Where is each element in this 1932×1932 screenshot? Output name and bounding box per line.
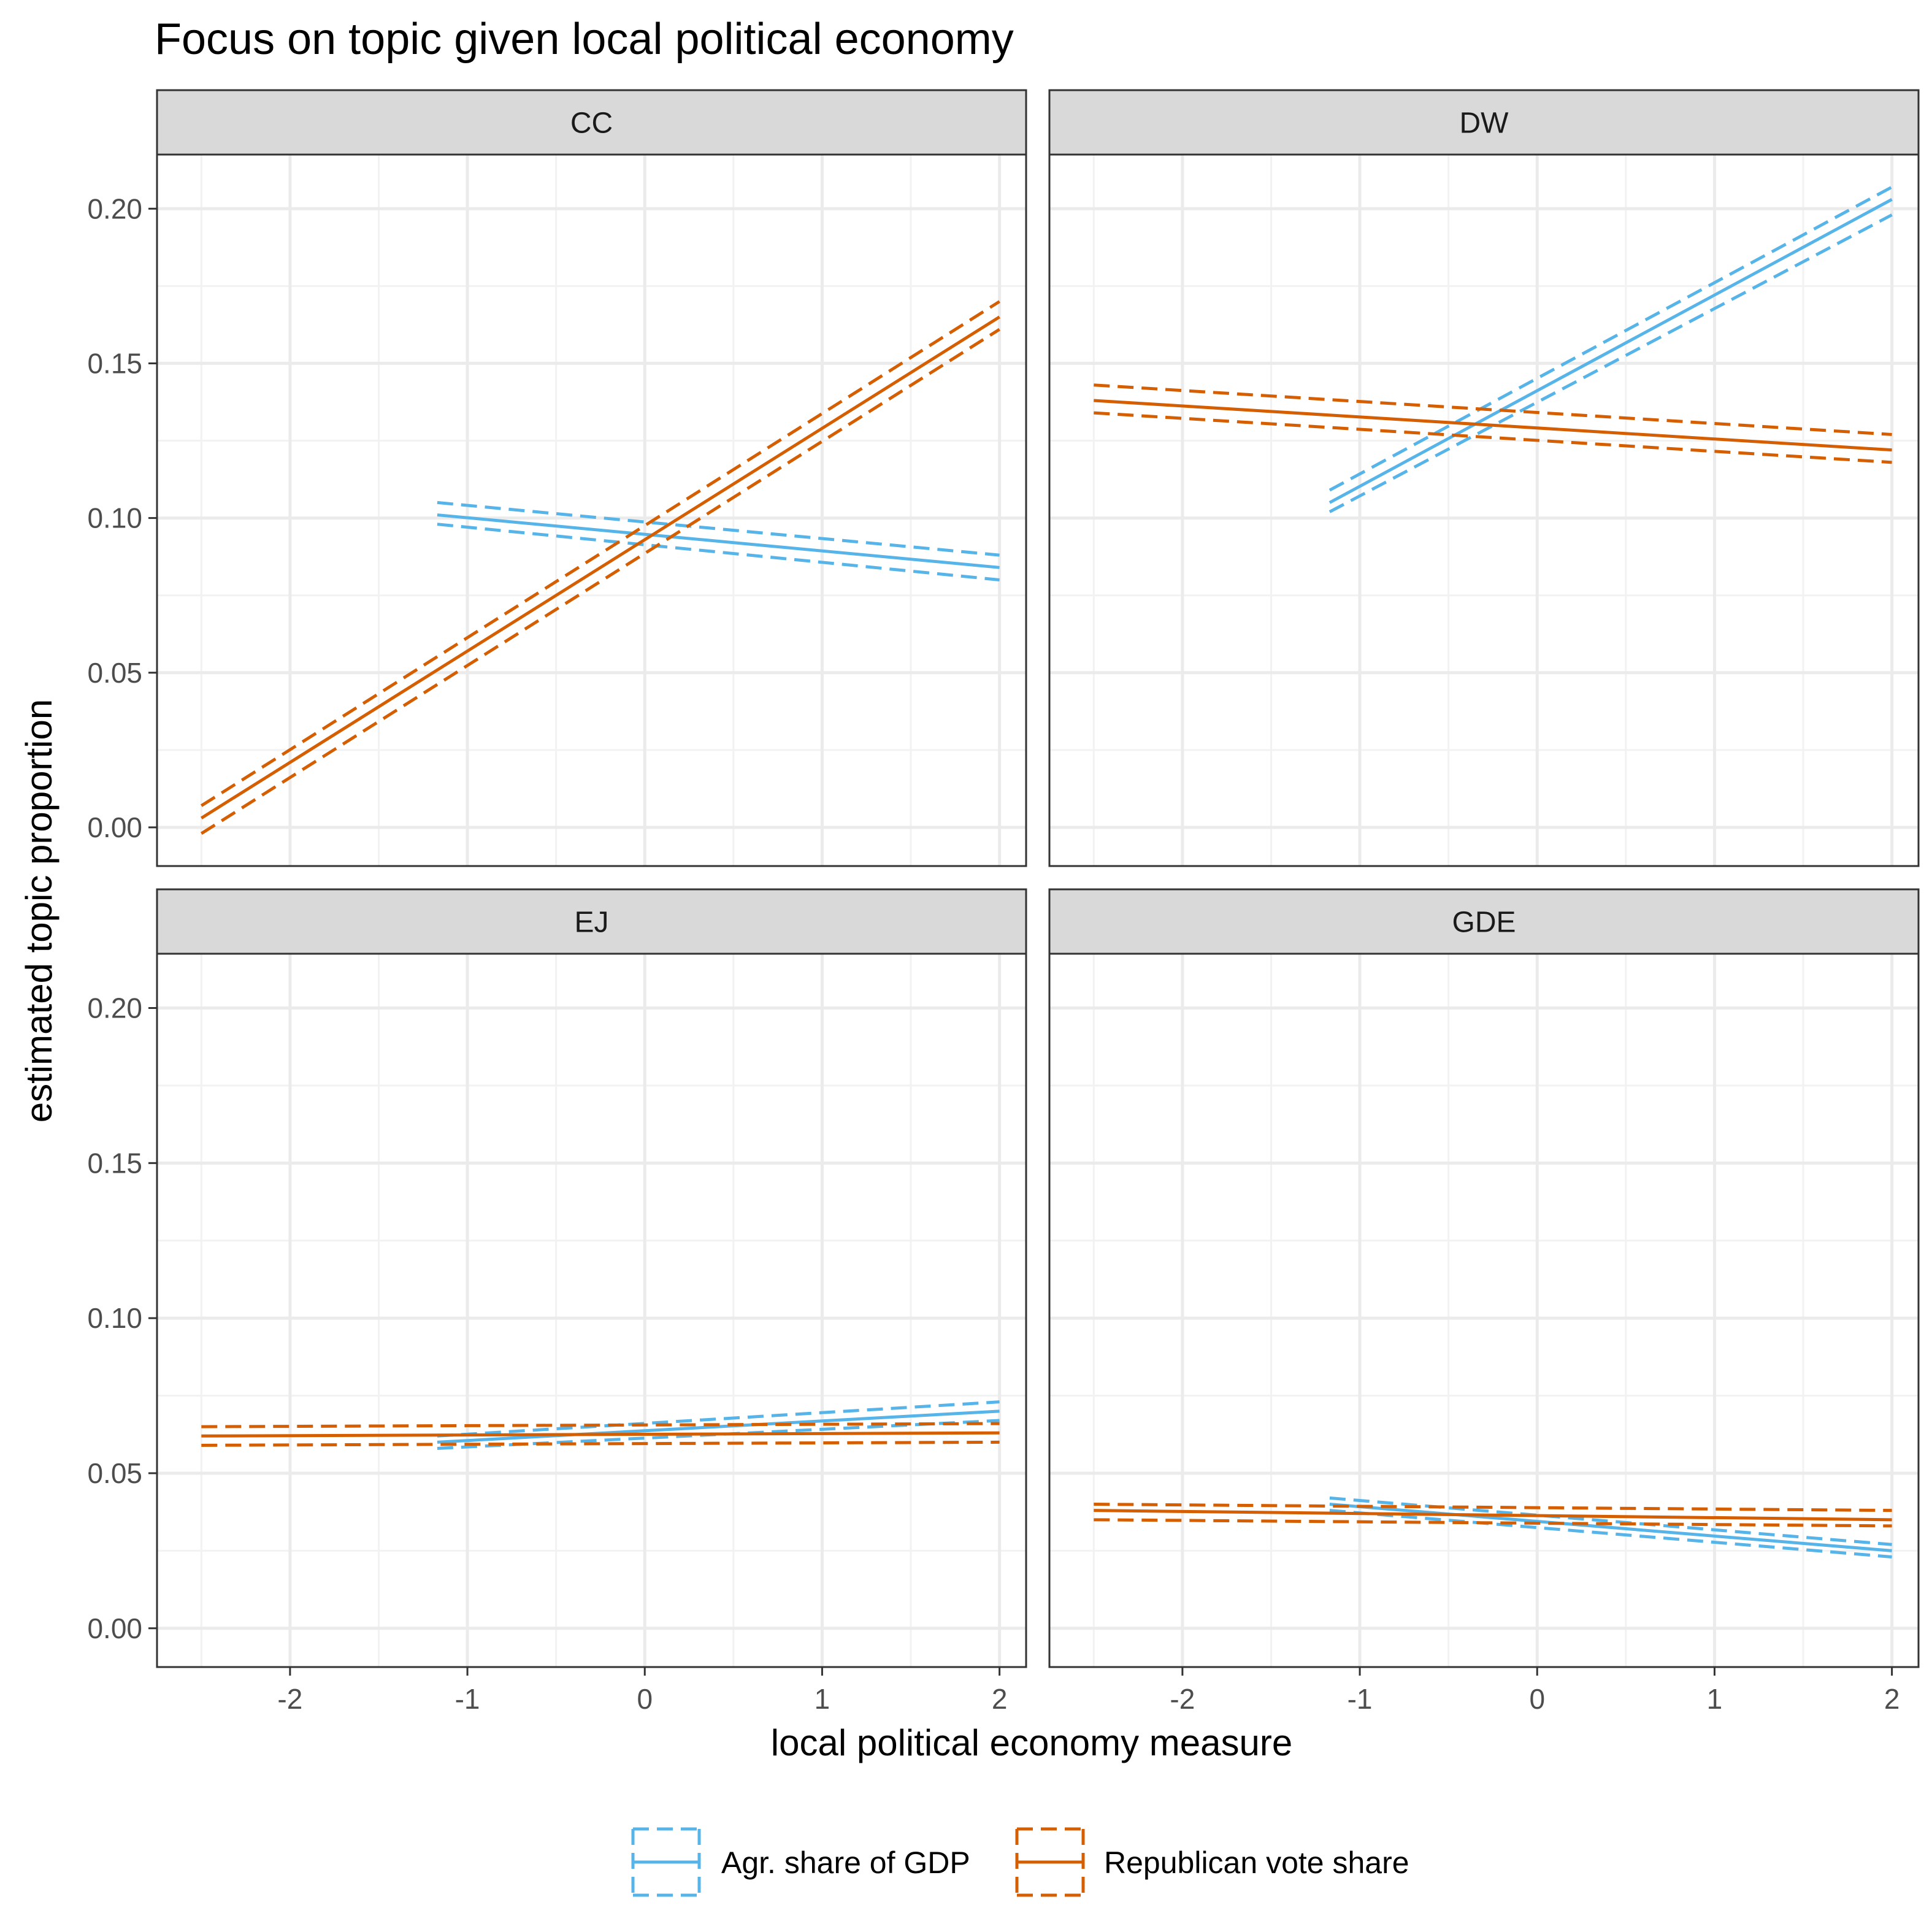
x-tick-label: 2 <box>1884 1683 1900 1715</box>
panel-background <box>1049 954 1919 1667</box>
facet-strip-label: CC <box>570 107 613 140</box>
facet-strip <box>1048 89 1920 156</box>
panel-background <box>1049 155 1919 866</box>
legend-label-agr: Agr. share of GDP <box>721 1846 970 1880</box>
series-rep-lower-bound <box>201 1440 1000 1447</box>
series-agr-lower-bound <box>1329 1509 1892 1558</box>
series-agr-upper-bound <box>1329 1496 1892 1546</box>
y-tick-label: 0.00 <box>87 811 142 843</box>
series-rep-fit-line <box>1094 399 1892 452</box>
x-tick-label: -2 <box>1170 1683 1195 1715</box>
series-rep-upper-bound <box>200 300 1000 807</box>
facet-strip <box>156 888 1027 955</box>
series-rep-fit-line <box>1094 1509 1892 1522</box>
legend-key-agr <box>631 1827 701 1897</box>
series-rep-upper-bound <box>1094 383 1892 436</box>
series-rep-fit-line <box>201 1431 1000 1438</box>
panel-gde: GDE -2 -1 0 1 2 <box>1048 888 1920 1715</box>
series-rep-fit-line <box>200 315 1000 819</box>
x-tick-label: -1 <box>1347 1683 1373 1715</box>
series-rep-upper-bound <box>1094 1503 1892 1512</box>
series-agr-upper-bound <box>1328 185 1893 492</box>
facet-strip-label: DW <box>1460 107 1509 140</box>
y-tick-label: 0.15 <box>87 1147 142 1179</box>
legend-label-rep: Republican vote share <box>1104 1846 1409 1880</box>
facet-strip-label: EJ <box>574 907 608 939</box>
series-agr-lower-bound <box>1328 213 1893 513</box>
y-tick-label: 0.05 <box>87 1457 142 1489</box>
x-axis-title: local political economy measure <box>771 1722 1292 1763</box>
panel-background <box>157 155 1026 866</box>
x-tick-label: 0 <box>637 1683 653 1715</box>
series-rep-lower-bound <box>1094 411 1892 464</box>
x-tick-label: 1 <box>1707 1683 1723 1715</box>
y-axis-title: estimated topic proportion <box>18 699 59 1122</box>
panel-dw: DW <box>1048 89 1920 867</box>
series-agr-fit-line <box>1329 1503 1892 1552</box>
x-tick-label: -2 <box>277 1683 302 1715</box>
legend-key-rep <box>1015 1827 1085 1897</box>
panel-cc: CC 0.00 0.05 0.10 0.15 0.20 <box>87 89 1027 867</box>
y-tick-label: 0.10 <box>87 1302 142 1334</box>
y-tick-label: 0.20 <box>87 992 142 1024</box>
y-tick-label: 0.20 <box>87 193 142 224</box>
x-tick-label: 0 <box>1529 1683 1545 1715</box>
panels-group: CC 0.00 0.05 0.10 0.15 0.20 DW EJ 0.00 0.05 0.10 0.… <box>87 89 1920 1715</box>
y-tick-label: 0.05 <box>87 657 142 689</box>
series-rep-lower-bound <box>1094 1518 1892 1528</box>
legend: Agr. share of GDP Republican vote share <box>631 1827 1409 1897</box>
facet-strip-label: GDE <box>1452 907 1516 939</box>
y-tick-label: 0.15 <box>87 347 142 379</box>
x-tick-label: 2 <box>992 1683 1008 1715</box>
y-tick-label: 0.00 <box>87 1612 142 1644</box>
x-tick-label: -1 <box>455 1683 480 1715</box>
series-agr-fit-line <box>437 1409 1000 1444</box>
facet-strip <box>156 89 1027 156</box>
panel-background <box>157 954 1026 1667</box>
y-tick-label: 0.10 <box>87 502 142 534</box>
facet-strip <box>1048 888 1920 955</box>
series-agr-fit-line <box>1328 197 1893 504</box>
x-tick-label: 1 <box>815 1683 830 1715</box>
series-agr-fit-line <box>437 513 1000 569</box>
series-rep-lower-bound <box>200 328 1000 835</box>
series-agr-upper-bound <box>437 1400 1000 1438</box>
panel-ej: EJ 0.00 0.05 0.10 0.15 0.20 -2 -1 0 1 2 <box>87 888 1027 1715</box>
series-rep-upper-bound <box>201 1422 1000 1428</box>
chart-title: Focus on topic given local political eco… <box>155 15 1014 64</box>
